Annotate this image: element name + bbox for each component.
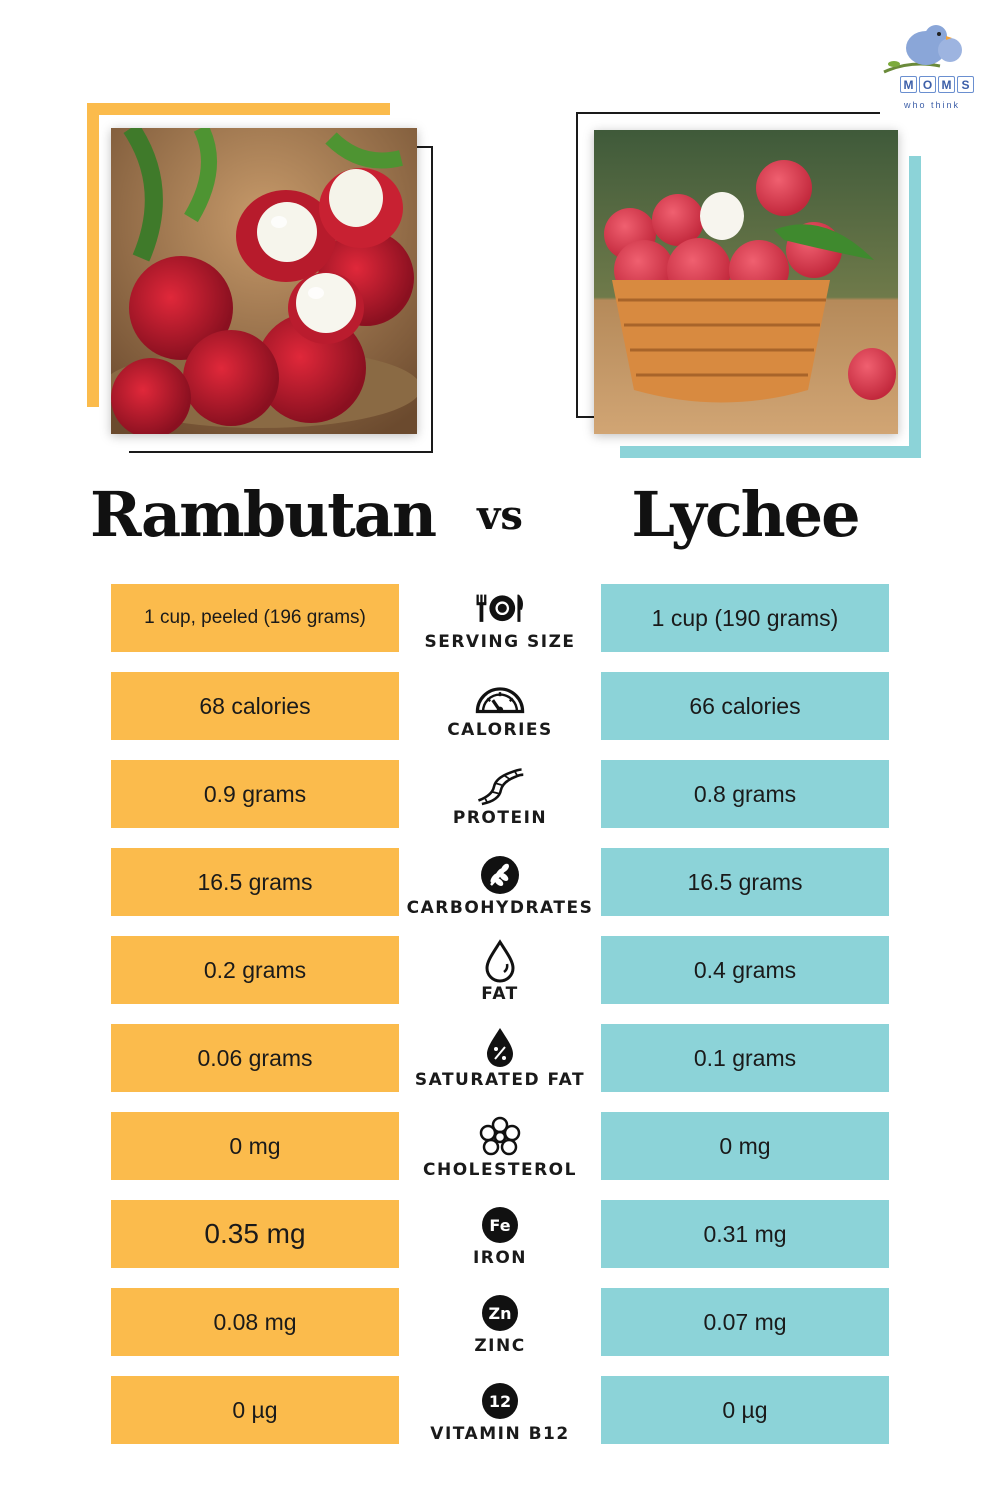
nutrient-label: CALORIES <box>447 720 553 740</box>
gauge-icon <box>475 676 525 718</box>
cutlery-plate-icon <box>475 588 525 630</box>
nutrient-zinc: Zn ZINC <box>401 1284 599 1364</box>
nutrient-fat: FAT <box>401 932 599 1012</box>
left-value-iron: 0.35 mg <box>111 1200 399 1268</box>
nutrient-label: SERVING SIZE <box>424 632 576 652</box>
left-value-saturated-fat: 0.06 grams <box>111 1024 399 1092</box>
nutrient-label: VITAMIN B12 <box>430 1424 570 1444</box>
moms-who-think-logo: M O M S who think <box>880 20 984 116</box>
nutrient-label: PROTEIN <box>452 808 548 828</box>
right-value-serving-size: 1 cup (190 grams) <box>601 584 889 652</box>
vs-label: vs <box>477 492 523 539</box>
left-value-calories: 68 calories <box>111 672 399 740</box>
zn-badge-icon: Zn <box>475 1292 525 1334</box>
left-value-cholesterol: 0 mg <box>111 1112 399 1180</box>
logo-letter: M <box>900 76 917 93</box>
left-value-carbohydrates: 16.5 grams <box>111 848 399 916</box>
nutrient-label: SATURATED FAT <box>414 1070 586 1090</box>
wheat-icon <box>475 854 525 896</box>
nutrient-protein: PROTEIN <box>401 756 599 836</box>
right-value-calories: 66 calories <box>601 672 889 740</box>
droplet-icon <box>475 939 525 983</box>
lychee-accent-bar-right <box>909 156 921 458</box>
right-fruit-title: Lychee <box>631 478 860 551</box>
left-value-vitamin-b12: 0 µg <box>111 1376 399 1444</box>
nutrient-calories: CALORIES <box>401 668 599 748</box>
b12-badge: 12 <box>482 1383 518 1419</box>
left-value-serving-size: 1 cup, peeled (196 grams) <box>111 584 399 652</box>
nutrient-label: IRON <box>472 1248 528 1268</box>
rambutan-photo <box>111 128 417 434</box>
dna-icon <box>475 764 525 806</box>
nutrient-label: ZINC <box>474 1336 526 1356</box>
nutrient-vitamin-b12: 12 VITAMIN B12 <box>401 1372 599 1452</box>
right-value-zinc: 0.07 mg <box>601 1288 889 1356</box>
bird-icon <box>883 25 962 74</box>
fe-badge-icon: Fe <box>475 1204 525 1246</box>
rambutan-accent-bar-top <box>87 103 390 115</box>
nutrient-serving-size: SERVING SIZE <box>401 580 599 660</box>
nutrient-iron: Fe IRON <box>401 1196 599 1276</box>
logo-letter: S <box>957 76 974 93</box>
right-value-carbohydrates: 16.5 grams <box>601 848 889 916</box>
logo-letter: M <box>938 76 955 93</box>
fe-badge: Fe <box>482 1207 518 1243</box>
left-value-zinc: 0.08 mg <box>111 1288 399 1356</box>
nutrient-cholesterol: CHOLESTEROL <box>401 1108 599 1188</box>
lychee-accent-bar-bottom <box>620 446 921 458</box>
right-value-vitamin-b12: 0 µg <box>601 1376 889 1444</box>
b12-badge-icon: 12 <box>475 1380 525 1422</box>
nutrient-label: CHOLESTEROL <box>423 1160 577 1180</box>
molecule-icon <box>475 1116 525 1158</box>
right-value-cholesterol: 0 mg <box>601 1112 889 1180</box>
logo-subtitle: who think <box>904 100 961 110</box>
nutrient-carbohydrates: CARBOHYDRATES <box>401 846 599 926</box>
right-value-iron: 0.31 mg <box>601 1200 889 1268</box>
right-value-saturated-fat: 0.1 grams <box>601 1024 889 1092</box>
right-value-fat: 0.4 grams <box>601 936 889 1004</box>
zn-badge: Zn <box>482 1295 518 1331</box>
percent-drop-icon <box>475 1026 525 1068</box>
logo-letters: M O M S <box>900 76 974 93</box>
lychee-photo <box>594 130 898 434</box>
logo-letter: O <box>919 76 936 93</box>
nutrient-saturated-fat: SATURATED FAT <box>401 1018 599 1098</box>
nutrient-label: CARBOHYDRATES <box>406 898 594 918</box>
left-value-protein: 0.9 grams <box>111 760 399 828</box>
right-value-protein: 0.8 grams <box>601 760 889 828</box>
left-fruit-title: Rambutan <box>90 478 437 551</box>
left-value-fat: 0.2 grams <box>111 936 399 1004</box>
nutrient-label: FAT <box>481 984 519 1004</box>
rambutan-accent-bar-left <box>87 103 99 407</box>
